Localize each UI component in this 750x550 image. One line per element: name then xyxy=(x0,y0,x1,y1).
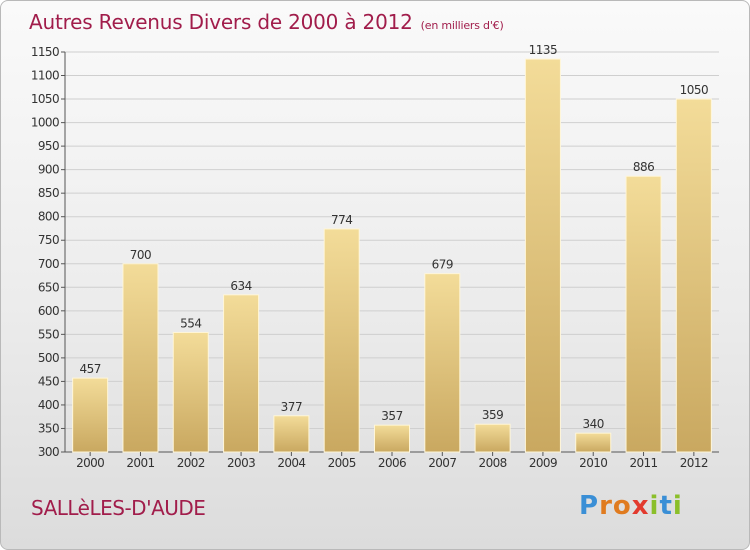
y-tick-label: 350 xyxy=(38,421,59,435)
bar-value-label: 774 xyxy=(331,213,352,227)
x-tick-label: 2010 xyxy=(579,456,607,470)
bar xyxy=(323,228,360,453)
brand-letter: t xyxy=(659,491,673,521)
bar xyxy=(575,432,612,453)
bar xyxy=(474,423,511,453)
x-tick-label: 2001 xyxy=(126,456,154,470)
y-tick-label: 750 xyxy=(38,233,59,247)
bar-value-label: 1050 xyxy=(680,83,709,97)
y-tick-label: 950 xyxy=(38,139,59,153)
y-tick-label: 400 xyxy=(38,398,59,412)
x-tick-label: 2008 xyxy=(479,456,507,470)
bar-value-label: 377 xyxy=(281,400,302,414)
x-tick-label: 2003 xyxy=(227,456,255,470)
y-tick-label: 650 xyxy=(38,280,59,294)
x-tick-label: 2011 xyxy=(629,456,657,470)
brand-letter: i xyxy=(649,491,660,521)
bar xyxy=(424,273,461,453)
brand-letter: o xyxy=(612,491,632,521)
bar-value-label: 457 xyxy=(79,362,100,376)
x-tick-label: 2006 xyxy=(378,456,406,470)
y-tick-label: 700 xyxy=(38,257,59,271)
x-tick-label: 2009 xyxy=(529,456,557,470)
chart-subtitle: (en milliers d'€) xyxy=(420,19,504,32)
chart-title: Autres Revenus Divers de 2000 à 2012 (en … xyxy=(29,10,504,34)
bar-value-label: 634 xyxy=(230,279,251,293)
bar-value-label: 1135 xyxy=(529,43,558,57)
x-tick-label: 2007 xyxy=(428,456,456,470)
x-tick-label: 2000 xyxy=(76,456,104,470)
y-tick-label: 800 xyxy=(38,210,59,224)
bar xyxy=(172,331,209,453)
y-tick-label: 1150 xyxy=(31,45,59,59)
bar xyxy=(273,415,310,453)
y-tick-label: 550 xyxy=(38,327,59,341)
x-tick-label: 2012 xyxy=(680,456,708,470)
brand-letter: i xyxy=(672,491,683,521)
bar xyxy=(675,98,712,453)
bar-value-label: 886 xyxy=(633,160,654,174)
location-label: SALLèLES-D'AUDE xyxy=(31,496,206,520)
y-tick-label: 450 xyxy=(38,374,59,388)
bar xyxy=(374,424,410,453)
bar-value-label: 554 xyxy=(180,316,201,330)
bar xyxy=(223,294,260,453)
bar-value-label: 679 xyxy=(432,258,453,272)
x-tick-label: 2002 xyxy=(177,456,205,470)
brand-letter: x xyxy=(631,491,650,521)
brand-logo: Proxiti xyxy=(579,491,683,521)
bar xyxy=(72,377,109,453)
y-tick-label: 1000 xyxy=(31,116,59,130)
brand-letter: r xyxy=(599,491,613,521)
brand-letter: P xyxy=(579,491,600,521)
y-tick-label: 850 xyxy=(38,186,59,200)
bar xyxy=(122,263,159,453)
y-tick-label: 500 xyxy=(38,351,59,365)
title-text: Autres Revenus Divers de 2000 à 2012 xyxy=(29,10,413,34)
bar-value-label: 357 xyxy=(381,409,402,423)
bar-value-label: 340 xyxy=(583,417,604,431)
y-tick-label: 900 xyxy=(38,163,59,177)
y-tick-label: 600 xyxy=(38,304,59,318)
x-tick-label: 2005 xyxy=(328,456,356,470)
bar-value-label: 700 xyxy=(130,248,151,262)
bar-value-label: 359 xyxy=(482,408,503,422)
bar xyxy=(524,58,561,453)
x-tick-label: 2004 xyxy=(277,456,305,470)
bar xyxy=(625,175,662,453)
y-tick-label: 1050 xyxy=(31,92,59,106)
y-tick-label: 1100 xyxy=(31,69,59,83)
y-tick-label: 300 xyxy=(38,445,59,459)
